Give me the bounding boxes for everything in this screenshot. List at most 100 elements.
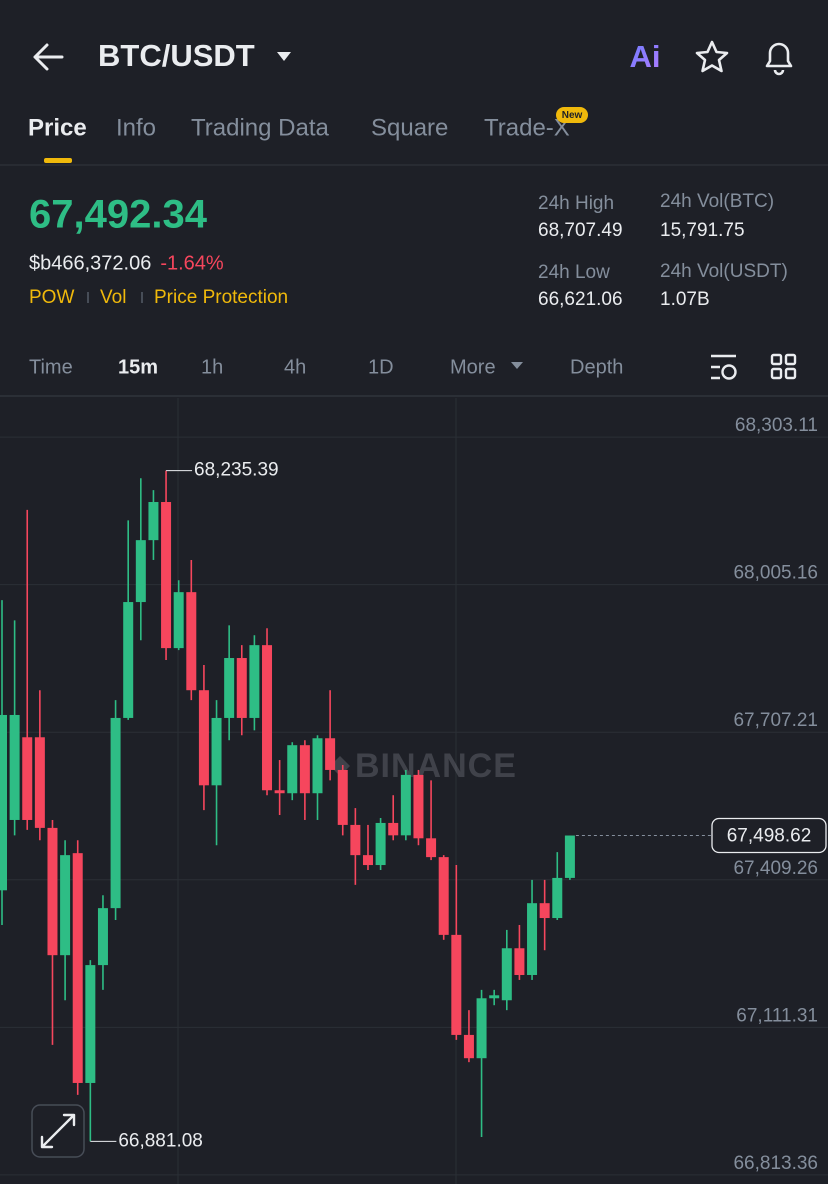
candle-body bbox=[186, 592, 197, 691]
bell-icon bbox=[765, 42, 793, 68]
layout-icon-cell bbox=[784, 353, 797, 366]
candle-body bbox=[97, 908, 108, 966]
notification-button[interactable] bbox=[765, 42, 793, 76]
layout-icon-cell bbox=[770, 367, 783, 380]
candle-body bbox=[135, 540, 146, 603]
y-tick-label: 67,111.31 bbox=[736, 1005, 818, 1026]
candle-body bbox=[350, 824, 361, 856]
candle-body bbox=[501, 948, 512, 1001]
candle-body bbox=[161, 502, 172, 649]
candle-body bbox=[527, 903, 538, 975]
candle-body bbox=[564, 835, 575, 878]
candle-body bbox=[249, 645, 260, 718]
tag-separator bbox=[87, 292, 89, 303]
stat-label: 24h High bbox=[538, 193, 614, 214]
y-tick-label: 68,303.11 bbox=[735, 415, 818, 436]
interval-option[interactable]: Time bbox=[29, 356, 73, 378]
candle-body bbox=[224, 658, 235, 718]
candle-body bbox=[123, 602, 134, 718]
expand-icon bbox=[40, 1113, 76, 1149]
low-marker-label: 66,881.08 bbox=[118, 1130, 203, 1151]
candle-body bbox=[148, 502, 159, 541]
new-badge bbox=[556, 107, 588, 123]
layout-icon-cell bbox=[770, 353, 783, 366]
interval-option[interactable]: 1h bbox=[201, 356, 223, 378]
tab[interactable]: Square bbox=[371, 114, 448, 141]
candle-body bbox=[413, 774, 424, 839]
tag-separator bbox=[141, 292, 143, 303]
pair-caret[interactable] bbox=[277, 52, 291, 61]
stat-value: 1.07B bbox=[660, 289, 710, 310]
candle-body bbox=[325, 738, 336, 770]
candle-body bbox=[312, 738, 323, 794]
fiat-price: $b466,372.06 bbox=[29, 252, 151, 274]
candle-body bbox=[362, 855, 373, 866]
y-tick-label: 67,409.26 bbox=[733, 858, 818, 879]
candle-body bbox=[211, 717, 222, 786]
tab[interactable]: Trade-X bbox=[484, 114, 570, 141]
tag[interactable]: Price Protection bbox=[154, 287, 288, 308]
candle-body bbox=[60, 855, 71, 956]
candle-body bbox=[85, 965, 96, 1083]
layout-icon-cell bbox=[784, 367, 797, 380]
interval-option[interactable]: Depth bbox=[570, 356, 623, 378]
settings-icon bbox=[711, 354, 736, 380]
settings-icon-circle bbox=[721, 364, 737, 380]
interval-option[interactable]: 4h bbox=[284, 356, 306, 378]
watermark: BINANCE bbox=[330, 747, 516, 785]
tag[interactable]: Vol bbox=[100, 287, 126, 308]
candle-body bbox=[337, 769, 348, 825]
favorite-button[interactable] bbox=[695, 40, 729, 73]
interval-option[interactable]: More bbox=[450, 356, 496, 378]
layout-button[interactable] bbox=[770, 353, 797, 380]
candle-body bbox=[451, 934, 462, 1035]
candle-body bbox=[426, 838, 437, 858]
more-caret[interactable] bbox=[511, 362, 523, 369]
ai-button[interactable]: Ai bbox=[630, 39, 661, 74]
tab[interactable]: Info bbox=[116, 114, 156, 141]
stat-value: 66,621.06 bbox=[538, 289, 623, 310]
y-tick-label: 66,813.36 bbox=[733, 1153, 818, 1174]
candle-body bbox=[463, 1034, 474, 1059]
candle-body bbox=[476, 998, 487, 1059]
interval-option[interactable]: 1D bbox=[368, 356, 394, 378]
candle-body bbox=[274, 790, 285, 794]
candle-body bbox=[9, 714, 20, 820]
candle-body bbox=[489, 995, 500, 999]
back-button[interactable] bbox=[33, 43, 64, 71]
candle-body bbox=[72, 853, 83, 1083]
candle-body bbox=[262, 645, 273, 791]
stat-value: 15,791.75 bbox=[660, 220, 745, 241]
last-price: 67,492.34 bbox=[29, 193, 208, 237]
expand-button[interactable] bbox=[31, 1104, 85, 1158]
price-change: -1.64% bbox=[160, 252, 224, 274]
candle-body bbox=[299, 745, 310, 794]
candle-body bbox=[198, 690, 209, 786]
new-badge-text: New bbox=[562, 110, 583, 121]
candle-body bbox=[539, 903, 550, 919]
last-price-label: 67,498.62 bbox=[727, 826, 812, 847]
pair-title[interactable]: BTC/USDT bbox=[98, 38, 255, 73]
indicator-settings-button[interactable] bbox=[711, 354, 737, 380]
tab[interactable]: Trading Data bbox=[191, 114, 330, 141]
candlestick-chart: BINANCE 68,303.11 68,005.16 67,707.21 67,40… bbox=[0, 398, 828, 1184]
candle-body bbox=[110, 717, 121, 909]
active-tab-indicator bbox=[44, 158, 72, 163]
tag[interactable]: POW bbox=[29, 287, 74, 308]
candle-body bbox=[34, 737, 45, 828]
stat-value: 68,707.49 bbox=[538, 220, 623, 241]
tab[interactable]: Price bbox=[28, 114, 87, 141]
stat-label: 24h Low bbox=[538, 262, 610, 283]
candle-body bbox=[400, 774, 411, 836]
candle-body bbox=[47, 827, 58, 956]
stat-label: 24h Vol(BTC) bbox=[660, 191, 774, 212]
candle-body bbox=[22, 737, 33, 820]
candle-body bbox=[514, 948, 525, 975]
candle-body bbox=[552, 877, 563, 919]
interval-option[interactable]: 15m bbox=[118, 356, 158, 378]
bell-clapper bbox=[773, 69, 785, 76]
candle-body bbox=[388, 822, 399, 836]
tab-bar: Price Info Trading Data Square Trade-X bbox=[28, 114, 570, 141]
